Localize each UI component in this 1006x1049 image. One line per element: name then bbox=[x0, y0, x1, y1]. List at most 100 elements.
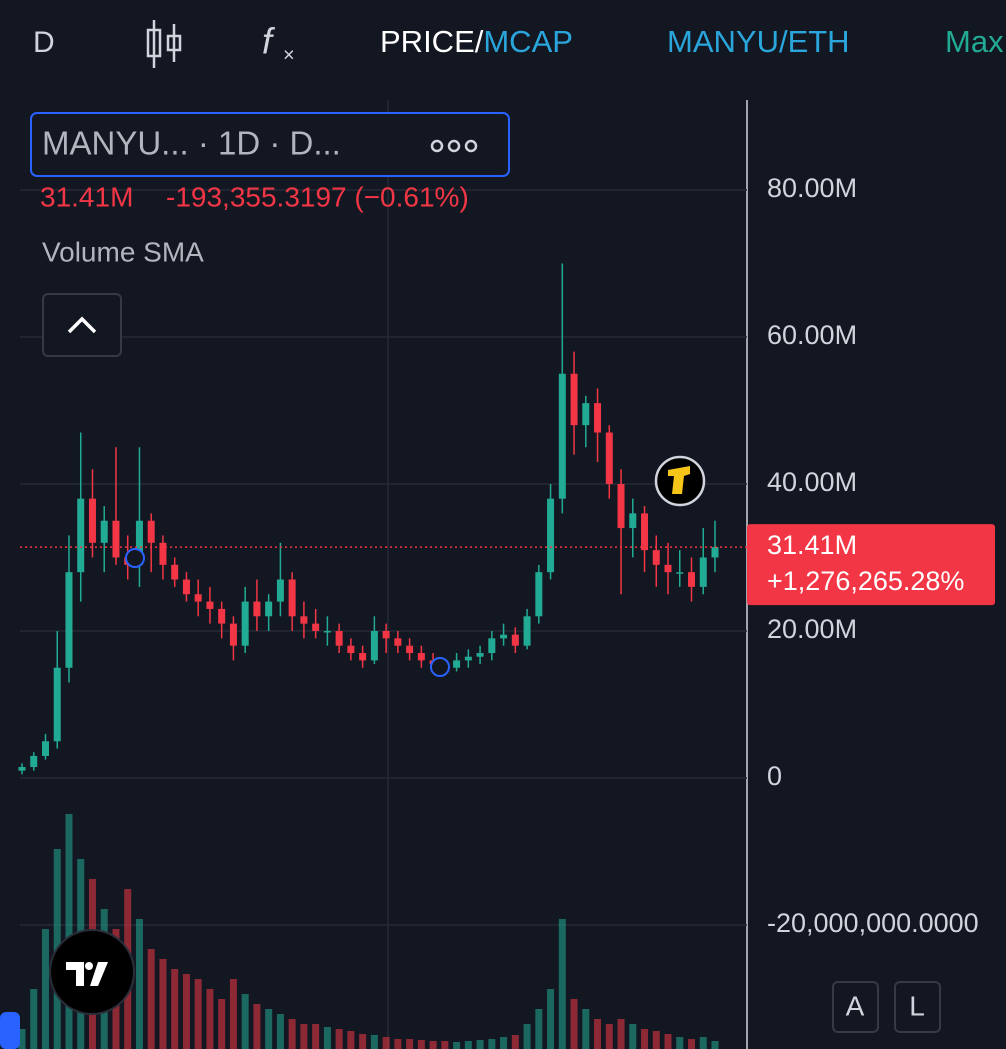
last-price-box bbox=[747, 524, 995, 606]
last-price-label: 31.41M bbox=[767, 530, 857, 560]
volume-bar bbox=[547, 989, 555, 1049]
candle-body bbox=[417, 653, 425, 661]
volume-bar bbox=[41, 929, 49, 1049]
auto-scale-label[interactable]: A bbox=[846, 990, 865, 1021]
more-button[interactable] bbox=[430, 139, 478, 153]
candle-body bbox=[206, 601, 214, 609]
volume-bar bbox=[511, 1035, 519, 1049]
candle-body bbox=[276, 579, 284, 602]
event-marker[interactable] bbox=[430, 657, 450, 677]
volume-bar bbox=[594, 1019, 602, 1049]
candle-body bbox=[605, 432, 613, 484]
candle-body bbox=[147, 520, 155, 543]
candle-body bbox=[652, 550, 660, 565]
candle-body bbox=[65, 572, 73, 668]
log-scale-button[interactable] bbox=[894, 981, 941, 1033]
y-tick-label: 40.00M bbox=[767, 467, 857, 497]
candle-body bbox=[88, 498, 96, 543]
candle-body bbox=[488, 638, 496, 654]
volume-bar bbox=[605, 1024, 613, 1049]
candle-body bbox=[241, 601, 249, 646]
volume-bar bbox=[711, 1041, 719, 1049]
candle-body bbox=[182, 579, 190, 595]
legend-change: -193,355.3197 (−0.61%) bbox=[166, 181, 469, 212]
volume-bar bbox=[429, 1041, 437, 1049]
volume-bar bbox=[558, 919, 566, 1049]
event-marker[interactable] bbox=[125, 548, 145, 568]
volume-bar bbox=[159, 959, 167, 1049]
candle-body bbox=[100, 520, 108, 543]
volume-bar bbox=[582, 1009, 590, 1049]
candle-body bbox=[688, 572, 696, 587]
candle-body bbox=[265, 601, 273, 617]
price-mcap-toggle[interactable]: PRICE/MCAP bbox=[380, 24, 573, 59]
scroll-handle[interactable] bbox=[0, 1012, 20, 1049]
symbol-box[interactable] bbox=[30, 112, 510, 177]
volume-bar bbox=[523, 1024, 531, 1049]
volume-bar bbox=[182, 974, 190, 1049]
candle-body bbox=[288, 579, 296, 617]
candle-type-button[interactable] bbox=[146, 20, 182, 68]
candle-body bbox=[370, 630, 378, 661]
candle-body bbox=[112, 520, 120, 558]
volume-bar bbox=[570, 999, 578, 1049]
pair-toggle[interactable]: MANYU/ETH bbox=[667, 24, 850, 59]
candle-body bbox=[335, 630, 343, 646]
candle-body bbox=[394, 638, 402, 646]
candle-body bbox=[500, 634, 508, 639]
candle-body bbox=[664, 564, 672, 573]
candle-body bbox=[523, 616, 531, 646]
candle-body bbox=[535, 572, 543, 617]
price-label[interactable]: PRICE/ bbox=[380, 24, 484, 59]
volume-bar bbox=[300, 1024, 308, 1049]
indicator-label[interactable]: Volume SMA bbox=[42, 236, 204, 267]
candle-body bbox=[30, 755, 38, 767]
volume-bar bbox=[417, 1040, 425, 1049]
volume-bar bbox=[441, 1041, 449, 1049]
candle-body bbox=[171, 564, 179, 580]
candle-body bbox=[617, 483, 625, 529]
candle-body bbox=[77, 498, 85, 573]
volume-bar bbox=[253, 1004, 261, 1049]
candle-body bbox=[547, 498, 555, 573]
volume-bar bbox=[288, 1019, 296, 1049]
candle-body bbox=[253, 601, 261, 617]
y-tick-label: 20.00M bbox=[767, 614, 857, 644]
candle-body bbox=[406, 645, 414, 654]
volume-bar bbox=[265, 1009, 273, 1049]
collapse-button[interactable] bbox=[42, 293, 122, 357]
news-icon[interactable] bbox=[654, 455, 706, 507]
candle-body bbox=[18, 766, 26, 771]
auto-scale-button[interactable] bbox=[832, 981, 879, 1033]
volume-bar bbox=[347, 1031, 355, 1049]
volume-bar bbox=[664, 1034, 672, 1049]
volume-bar bbox=[194, 979, 202, 1049]
volume-bar bbox=[629, 1024, 637, 1049]
volume-bar bbox=[464, 1041, 472, 1049]
symbol-label[interactable]: MANYU... · 1D · D... bbox=[42, 125, 341, 162]
volume-bar bbox=[453, 1042, 461, 1049]
tradingview-logo[interactable] bbox=[49, 929, 135, 1015]
candle-body bbox=[558, 373, 566, 499]
volume-bar bbox=[370, 1035, 378, 1049]
max-button[interactable]: Max bbox=[945, 24, 1004, 59]
candle-body bbox=[676, 572, 684, 574]
log-scale-label[interactable]: L bbox=[909, 990, 925, 1021]
volume-bar bbox=[135, 919, 143, 1049]
mcap-label[interactable]: MCAP bbox=[483, 24, 573, 59]
volume-bar bbox=[30, 989, 38, 1049]
y-tick-label: 80.00M bbox=[767, 173, 857, 203]
candle-body bbox=[511, 634, 519, 646]
candle-body bbox=[53, 667, 61, 742]
candle-body bbox=[194, 594, 202, 602]
interval-button[interactable]: D bbox=[33, 26, 55, 59]
candle-body bbox=[229, 623, 237, 646]
candle-body bbox=[300, 616, 308, 624]
volume-bar bbox=[476, 1040, 484, 1049]
volume-bar bbox=[171, 969, 179, 1049]
volume-bar bbox=[676, 1037, 684, 1049]
candle-body bbox=[464, 656, 472, 661]
candle-body bbox=[135, 520, 143, 565]
